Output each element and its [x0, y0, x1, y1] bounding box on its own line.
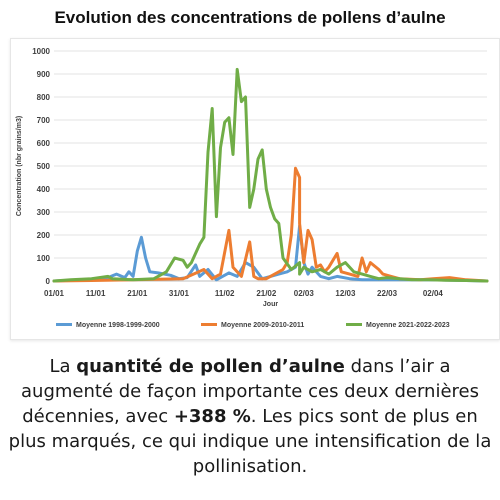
x-tick-label: 12/03: [335, 289, 356, 298]
y-tick-label: 600: [37, 139, 51, 148]
y-tick-label: 500: [37, 162, 51, 171]
legend-label: Moyenne 1998-1999-2000: [76, 322, 160, 329]
caption: La quantité de pollen d’aulne dans l’air…: [6, 354, 494, 479]
x-tick-label: 11/02: [215, 289, 235, 298]
x-tick-label: 02/03: [294, 289, 315, 298]
x-tick-label: 11/01: [86, 289, 106, 298]
x-tick-label: 02/04: [423, 289, 444, 298]
series-line-1: [52, 224, 489, 283]
chart-card: 0 100 200 300 400 500 600 700 800 900 1000 01/01 11/…: [10, 38, 500, 340]
y-axis-title: Concentration (nbr grains/m3): [16, 116, 23, 216]
caption-emphasis-1: quantité de pollen d’aulne: [76, 356, 345, 377]
line-chart: 0 100 200 300 400 500 600 700 800 900 1000 01/01 11/…: [16, 47, 489, 329]
y-tick-label: 700: [37, 116, 51, 125]
caption-text-2: dans l’air a augmenté de façon important…: [21, 356, 479, 427]
y-tick-label: 100: [37, 254, 51, 263]
x-tick-label: 21/01: [127, 289, 148, 298]
series-line-3: [52, 67, 489, 283]
y-tick-label: 300: [37, 208, 51, 217]
x-axis-title: Jour: [263, 301, 278, 308]
caption-emphasis-2: +388 %: [173, 406, 251, 427]
legend-label: Moyenne 2009-2010-2011: [221, 322, 304, 329]
y-tick-label: 1000: [32, 47, 50, 56]
series-line-2: [52, 166, 489, 283]
y-tick-label: 0: [46, 277, 51, 286]
y-tick-label: 900: [37, 70, 51, 79]
y-tick-label: 800: [37, 93, 51, 102]
y-tick-label: 400: [37, 185, 51, 194]
legend-label: Moyenne 2021-2022-2023: [366, 322, 450, 329]
caption-text-1: La: [49, 356, 77, 377]
x-tick-label: 31/01: [169, 289, 190, 298]
x-tick-label: 01/01: [44, 289, 65, 298]
page-title: Evolution des concentrations de pollens …: [54, 8, 446, 27]
x-tick-label: 21/02: [256, 289, 277, 298]
y-tick-label: 200: [37, 231, 51, 240]
x-tick-label: 22/03: [377, 289, 398, 298]
caption-text-3: . Les pics sont de plus en plus marqués,…: [8, 406, 492, 477]
